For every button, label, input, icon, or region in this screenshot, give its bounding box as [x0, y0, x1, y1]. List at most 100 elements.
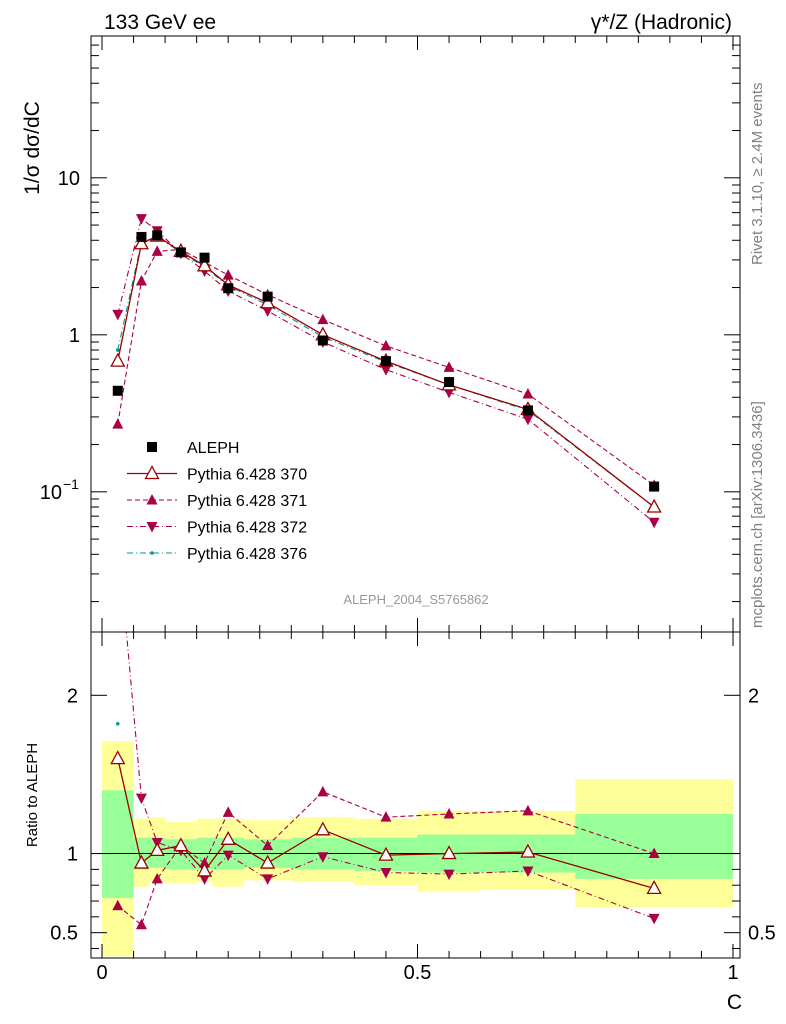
y-tick-label: 1	[69, 325, 80, 347]
mc-point	[443, 361, 455, 372]
legend-label: ALEPH	[187, 440, 239, 457]
mc-point	[646, 498, 662, 513]
ratio-point	[151, 872, 163, 884]
ratio-point	[220, 830, 236, 845]
ratio-point	[317, 852, 329, 863]
legend-marker	[144, 465, 160, 480]
ratio-point	[520, 843, 536, 858]
data-point	[199, 252, 210, 263]
mc-point	[135, 275, 147, 286]
ratio-y-axis-label: Ratio to ALEPH	[24, 743, 41, 847]
header-right: γ*/Z (Hadronic)	[591, 11, 732, 34]
header-left: 133 GeV ee	[104, 11, 216, 34]
ratio-point	[317, 785, 329, 797]
ratio-point	[260, 854, 276, 869]
ratio-point	[222, 850, 234, 862]
ratio-point	[522, 804, 534, 816]
ratio-point	[115, 721, 120, 726]
ratio-frame	[90, 631, 741, 959]
main-y-axis-label: 1/σ dσ/dC	[21, 101, 44, 195]
data-point	[175, 247, 186, 258]
band-inner	[575, 813, 733, 879]
legend-marker	[147, 442, 157, 452]
main-frame	[90, 35, 741, 633]
data-point	[136, 231, 147, 242]
data-point	[262, 291, 273, 302]
ratio-plot-marks	[91, 632, 740, 957]
ratio-point	[199, 857, 211, 868]
mc-point	[196, 257, 213, 272]
mc-point	[317, 313, 329, 325]
mcplots-label: mcplots.cern.ch [arXiv:1306.3436]	[749, 401, 766, 628]
legend-marker	[146, 494, 158, 505]
mc-point	[260, 294, 276, 309]
ratio-point	[199, 874, 211, 885]
ratio-point	[135, 918, 147, 930]
y-tick-label-left: 1	[67, 844, 78, 866]
legend-label: Pythia 6.428 376	[187, 546, 307, 563]
mc-point	[648, 517, 660, 529]
ratio-point	[443, 807, 455, 819]
legend-marker	[146, 522, 158, 533]
mc-point	[110, 352, 126, 367]
x-tick-label: 1	[727, 962, 738, 984]
data-point	[112, 385, 123, 396]
legend-label: Pythia 6.428 371	[187, 493, 307, 510]
x-tick-label: 0.5	[404, 962, 432, 984]
ratio-point	[222, 806, 234, 817]
ratio-point	[648, 847, 660, 859]
y-tick-label: 10	[40, 482, 62, 504]
ratio-point	[380, 811, 392, 822]
mc-point	[112, 418, 124, 429]
mc-point	[522, 414, 534, 426]
legend-label: Pythia 6.428 372	[187, 520, 307, 537]
mc-point	[112, 309, 124, 321]
data-point	[522, 405, 533, 416]
ratio-point	[646, 880, 662, 895]
ratio-point	[378, 846, 394, 861]
mc-point	[222, 269, 234, 280]
ratio-point	[522, 866, 534, 877]
ratio-point	[262, 874, 274, 885]
legend-label: Pythia 6.428 370	[187, 467, 307, 484]
main-plot-marks	[110, 214, 662, 529]
y-tick-label-right: 2	[748, 685, 759, 707]
y-tick-label-left: 2	[67, 685, 78, 707]
mc-point	[262, 306, 274, 317]
x-axis-label: C	[727, 991, 742, 1014]
watermark: ALEPH_2004_S5765862	[343, 592, 488, 607]
mc-point	[135, 214, 147, 225]
y-tick-label-left: 0.5	[50, 923, 78, 945]
ratio-point	[110, 750, 126, 765]
ratio-point	[133, 854, 150, 869]
series-line	[117, 248, 655, 486]
ratio-point	[149, 842, 165, 857]
series-line	[117, 217, 655, 523]
mc-point	[380, 365, 392, 376]
data-point	[380, 356, 391, 367]
ratio-point	[196, 862, 213, 877]
ratio-panel: 0.5 1 2 0.5 2 0 0.5 1 Ratio to ALEPH C	[24, 631, 776, 1014]
ratio-point	[112, 899, 124, 911]
data-point	[444, 377, 455, 388]
ratio-point	[262, 839, 274, 851]
mc-point	[115, 348, 120, 352]
data-point	[649, 481, 660, 492]
ratio-axis-ticks: 0.5 1 2 0.5 2 0 0.5 1	[50, 632, 776, 984]
ratio-point	[443, 869, 455, 881]
legend-marker	[150, 551, 154, 555]
mc-point	[380, 339, 392, 351]
y-tick-label: 10	[58, 168, 80, 190]
ratio-point	[380, 868, 392, 879]
legend: ALEPH Pythia 6.428 370 Pythia 6.428 371 Pyt…	[127, 440, 307, 563]
ratio-point	[648, 913, 660, 925]
ratio-point	[441, 845, 457, 860]
mc-point	[522, 387, 534, 399]
rivet-label: Rivet 3.1.10, ≥ 2.4M events	[749, 83, 766, 266]
data-point	[223, 283, 234, 294]
mc-point	[133, 235, 150, 250]
mc-point	[151, 245, 163, 256]
